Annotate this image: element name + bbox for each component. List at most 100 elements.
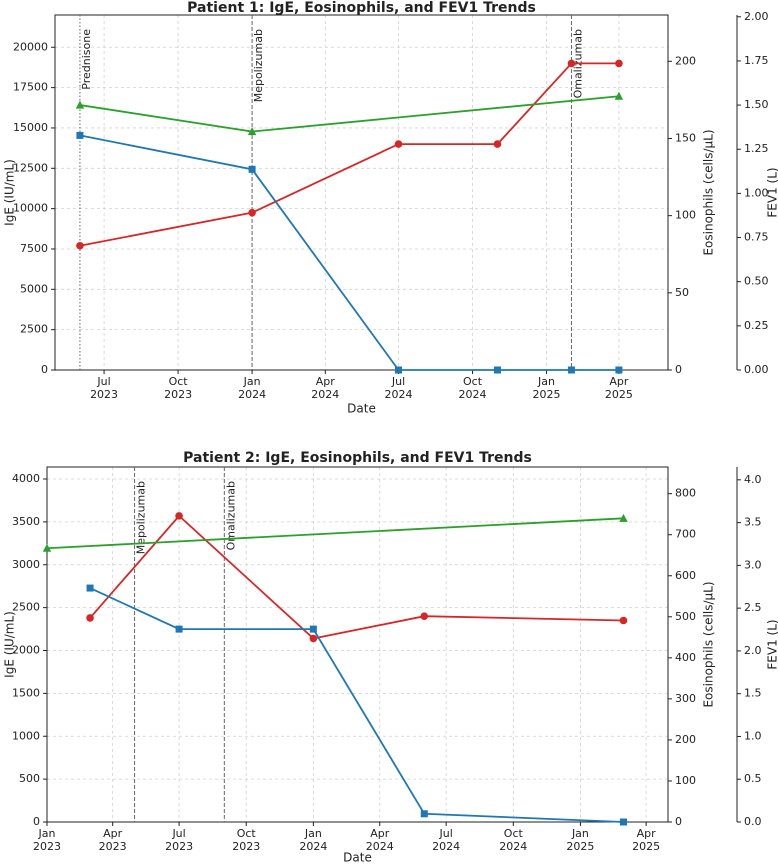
y-tick-label: 0 — [675, 815, 682, 828]
y-tick-label: 0 — [33, 815, 40, 828]
series-line — [46, 517, 624, 550]
marker — [420, 810, 428, 818]
marker — [76, 131, 84, 139]
marker — [86, 584, 94, 592]
y-tick-label: 1.0 — [744, 729, 762, 742]
y-tick-label: 2.5 — [744, 601, 762, 614]
x-tick-label: Jan 2023 — [33, 827, 61, 853]
x-tick-label: Apr 2025 — [632, 827, 661, 853]
x-tick-label: Jul 2023 — [90, 375, 119, 401]
marker — [175, 512, 183, 520]
y-tick-label: 0.25 — [744, 319, 769, 332]
marker — [247, 127, 257, 136]
y-tick-label: 0 — [41, 363, 48, 376]
marker — [420, 612, 429, 621]
y-tick-label: 15000 — [13, 121, 48, 134]
annotation-label: Omalizumab — [224, 481, 237, 550]
marker — [614, 91, 624, 100]
x-tick-label: Jul 2024 — [432, 827, 461, 853]
marker — [42, 543, 52, 552]
y-tick-label: 4.0 — [744, 473, 762, 486]
chart-title: Patient 2: IgE, Eosinophils, and FEV1 Tr… — [183, 450, 532, 466]
marker — [175, 625, 183, 633]
y-tick-label: 0.75 — [744, 231, 769, 244]
y-tick-label: 12500 — [13, 161, 48, 174]
y-tick-label: 3000 — [12, 558, 40, 571]
plot-frame — [46, 466, 669, 823]
x-tick-label: Apr 2024 — [311, 375, 340, 401]
y-tick-label: 2.0 — [744, 644, 762, 657]
y-tick-label: 100 — [675, 209, 696, 222]
y-tick-label: 5000 — [20, 282, 48, 295]
series-line — [89, 587, 624, 823]
y-tick-label: 300 — [675, 692, 696, 705]
marker — [248, 165, 256, 173]
y-tick-label: 200 — [675, 54, 696, 67]
y-tick-label: 0.5 — [744, 772, 762, 785]
marker — [493, 366, 501, 374]
x-axis-label: Date — [343, 851, 372, 865]
y-tick-label: 1.75 — [744, 54, 769, 67]
marker — [75, 100, 85, 109]
y-tick-label: 20000 — [13, 40, 48, 53]
y-tick-label: 1500 — [12, 686, 40, 699]
y-tick-label: 500 — [675, 610, 696, 623]
y-tick-label: 0.50 — [744, 275, 769, 288]
y-tick-label: 400 — [675, 651, 696, 664]
chart-title: Patient 1: IgE, Eosinophils, and FEV1 Tr… — [187, 0, 536, 16]
y-tick-label: 1.00 — [744, 186, 769, 199]
marker — [619, 616, 628, 625]
marker — [619, 513, 628, 522]
y-tick-label: 800 — [675, 487, 696, 500]
y-tick-label: 3500 — [12, 515, 40, 528]
y-tick-label: 3.5 — [744, 516, 762, 529]
marker — [493, 140, 502, 148]
y-tick-label: 4000 — [12, 472, 40, 485]
annotation-label: Mepolizumab — [252, 29, 265, 102]
annotation-label: Mepolizumab — [135, 481, 148, 554]
x-tick-label: Oct 2024 — [458, 375, 487, 401]
y-tick-label: 1.25 — [744, 142, 769, 155]
marker — [395, 366, 403, 374]
y-tick-label: 0.0 — [744, 815, 762, 828]
series-line — [79, 62, 619, 247]
y-tick-label: 10000 — [13, 202, 48, 215]
axis-label: FEV1 (L) — [766, 619, 778, 669]
y-tick-label: 1.50 — [744, 98, 769, 111]
x-tick-label: Jan 2025 — [532, 375, 561, 401]
y-tick-label: 100 — [675, 774, 696, 787]
x-axis-label: Date — [347, 402, 376, 416]
y-tick-label: 17500 — [13, 81, 48, 94]
marker — [567, 366, 575, 374]
y-tick-label: 2.00 — [744, 10, 769, 23]
y-tick-label: 1.5 — [744, 687, 762, 700]
y-tick-label: 2500 — [20, 323, 48, 336]
x-tick-label: Oct 2023 — [232, 827, 261, 853]
x-tick-label: Apr 2024 — [365, 827, 394, 853]
axis-label: Eosinophils (cells/μL) — [702, 581, 716, 707]
marker — [615, 366, 623, 374]
x-tick-label: Oct 2023 — [164, 375, 193, 401]
marker — [619, 818, 627, 826]
x-tick-label: Jul 2024 — [384, 375, 413, 401]
marker — [76, 241, 84, 250]
y-tick-label: 600 — [675, 569, 696, 582]
annotation-label: Prednisone — [80, 29, 93, 90]
y-tick-label: 7500 — [20, 242, 48, 255]
marker — [567, 59, 576, 68]
y-tick-label: 200 — [675, 733, 696, 746]
y-tick-label: 500 — [19, 772, 40, 785]
axis-label: IgE (IU/mL) — [3, 611, 17, 678]
x-tick-label: Jan 2024 — [238, 375, 267, 401]
axis-label: Eosinophils (cells/μL) — [702, 129, 716, 255]
y-tick-label: 2500 — [12, 601, 40, 614]
marker — [309, 634, 318, 643]
y-tick-label: 50 — [675, 286, 689, 299]
marker — [394, 140, 403, 148]
x-tick-label: Jul 2023 — [165, 827, 194, 853]
marker — [248, 208, 256, 217]
x-tick-label: Oct 2024 — [499, 827, 528, 853]
marker — [86, 614, 94, 622]
